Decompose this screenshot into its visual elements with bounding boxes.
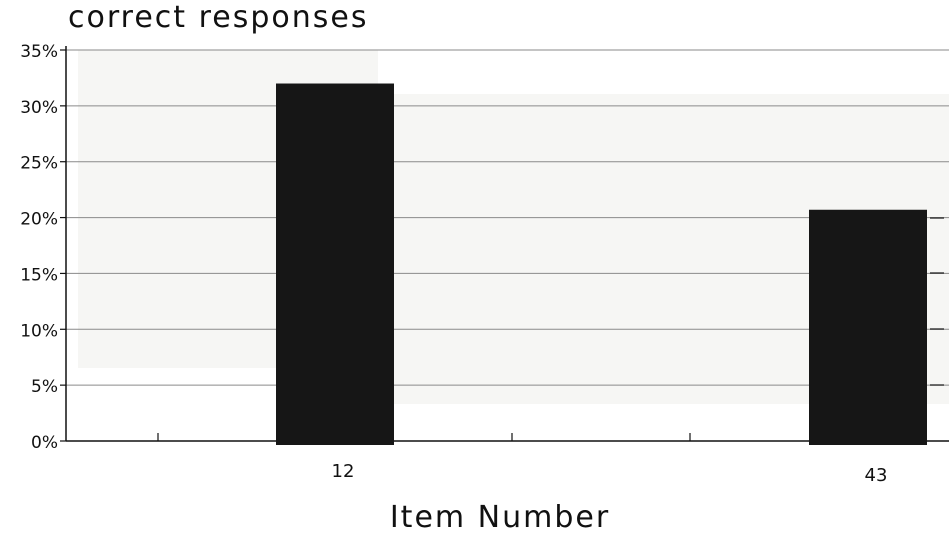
y-tick-label: 25%: [20, 154, 58, 174]
y-tick-label: 30%: [20, 98, 58, 118]
y-tick-label: 10%: [20, 321, 58, 341]
x-tick-label-12: 12: [332, 461, 355, 482]
x-tick-label-43: 43: [865, 465, 888, 486]
y-tick-label: 0%: [31, 433, 58, 453]
y-tick-label: 35%: [20, 42, 58, 62]
x-axis-title: Item Number: [0, 500, 949, 535]
bar-43: [809, 210, 927, 445]
bar-12: [276, 84, 394, 445]
y-tick-label: 15%: [20, 265, 58, 285]
y-tick-label: 20%: [20, 210, 58, 230]
y-tick-label: 5%: [31, 377, 58, 397]
